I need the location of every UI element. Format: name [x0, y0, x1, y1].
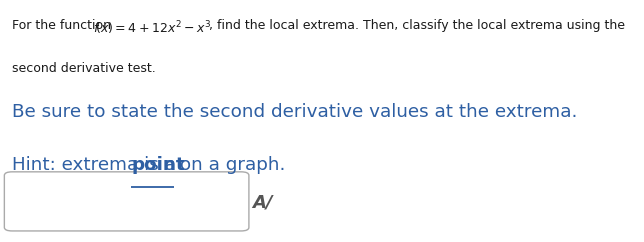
Text: on a graph.: on a graph. — [175, 157, 285, 174]
Text: $\mathit{f}\!\mathit{(x)} = 4 + 12x^{2} - x^{3}$: $\mathit{f}\!\mathit{(x)} = 4 + 12x^{2} … — [93, 19, 211, 37]
Text: Hint: extrema is a: Hint: extrema is a — [12, 157, 182, 174]
FancyBboxPatch shape — [5, 172, 249, 231]
Text: A/: A/ — [252, 194, 273, 212]
Text: Be sure to state the second derivative values at the extrema.: Be sure to state the second derivative v… — [12, 103, 578, 121]
Text: , find the local extrema. Then, classify the local extrema using the: , find the local extrema. Then, classify… — [209, 19, 625, 32]
Text: point: point — [131, 157, 185, 174]
Text: For the function: For the function — [12, 19, 115, 32]
Text: second derivative test.: second derivative test. — [12, 62, 156, 75]
